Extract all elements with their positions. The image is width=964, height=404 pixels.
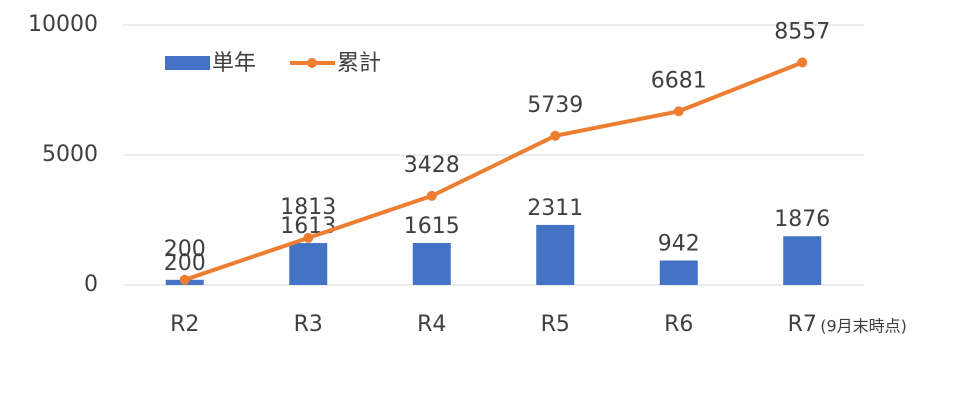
line-value-label: 1813 [280, 195, 336, 220]
line-point [426, 190, 437, 201]
line [184, 60, 803, 282]
line-value-label: 6681 [651, 68, 707, 93]
line-point [303, 232, 314, 243]
x-tick-label: R5 [541, 312, 570, 337]
line-point [673, 106, 684, 117]
legend-swatch [165, 56, 210, 70]
line-value-label: 3428 [404, 153, 460, 178]
line-point [550, 130, 561, 141]
bar [783, 236, 822, 285]
bar-value-label: 2311 [527, 196, 583, 221]
bar-value-label: 200 [164, 251, 206, 276]
line-value-label: 200 [164, 237, 206, 262]
y-tick-label: 10000 [28, 12, 98, 37]
bar-value-label: 1615 [404, 214, 460, 239]
x-tick-label: R2 [170, 312, 199, 337]
bar [659, 260, 698, 285]
line-point [179, 274, 190, 285]
bar-value-label: 1876 [774, 207, 830, 232]
legend-label: 単年 [212, 51, 256, 76]
y-tick-label: 0 [84, 272, 98, 297]
bar-value-label: 942 [658, 232, 700, 257]
legend-label: 累計 [337, 51, 381, 76]
x-tick-label: R6 [664, 312, 693, 337]
line-value-label: 8557 [774, 20, 830, 45]
annotation: (9月末時点) [820, 317, 907, 336]
bar [412, 243, 451, 285]
line-point [797, 57, 808, 68]
line-value-label: 5739 [527, 93, 583, 118]
x-tick-label: R3 [294, 312, 323, 337]
bar [536, 224, 575, 285]
y-tick-label: 5000 [42, 142, 98, 167]
legend-swatch [307, 58, 317, 68]
bar [289, 243, 328, 285]
x-tick-label: R7 [788, 312, 817, 337]
x-tick-label: R4 [417, 312, 446, 337]
